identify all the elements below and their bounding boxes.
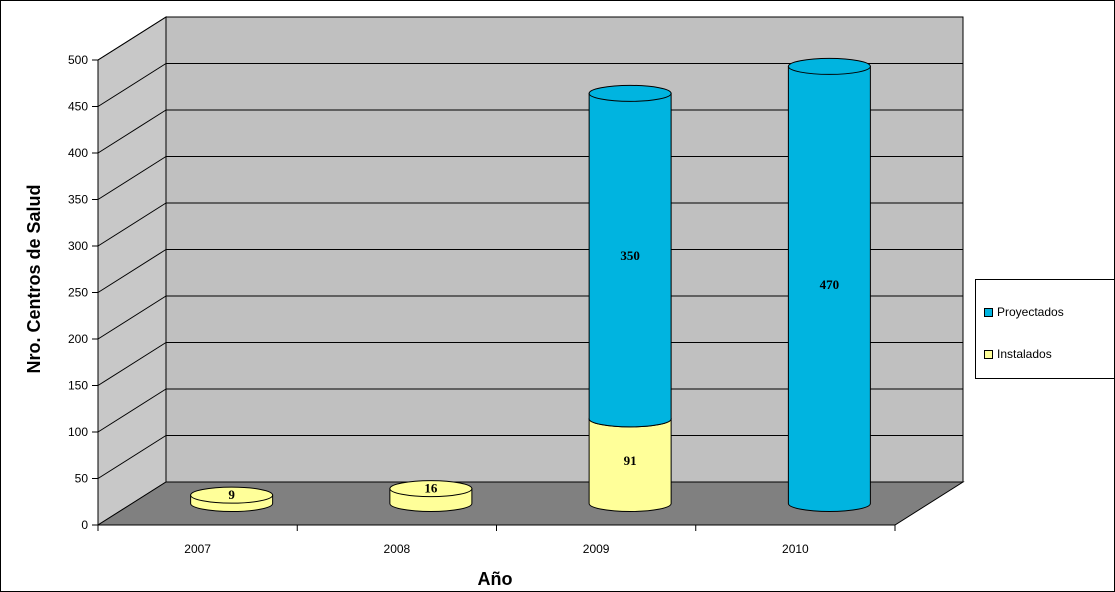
gridline-side: [97, 435, 167, 479]
y-axis: 0 50 100 150 200 250 300 350 400 450 500: [68, 53, 99, 532]
bar-top-instalados-2007: [190, 486, 274, 504]
bar-body-instalados-2009: [588, 418, 672, 512]
legend-item-instalados: Instalados: [984, 347, 1052, 361]
x-axis-title: Año: [478, 569, 513, 589]
legend-label-proyectados: Proyectados: [997, 305, 1064, 319]
bar-top-instalados-2008: [389, 480, 473, 498]
gridline-side: [97, 388, 167, 433]
data-label: 91: [624, 453, 637, 468]
y-tick-label: 250: [68, 286, 88, 300]
bar-proyectados-2009: [588, 84, 672, 428]
y-tick-label: 150: [68, 379, 88, 393]
gridline-side: [97, 249, 167, 293]
legend-item-proyectados: Proyectados: [984, 305, 1064, 319]
y-tick-label: 400: [68, 146, 88, 160]
data-label: 470: [820, 277, 840, 292]
y-axis-title: Nro. Centros de Salud: [24, 184, 44, 373]
gridline-side: [97, 202, 167, 247]
y-tick-label: 350: [68, 193, 88, 207]
bar-top-proyectados-2009: [588, 84, 672, 102]
gridline-side: [97, 109, 167, 154]
x-axis: 2007 2008 2009 2010: [97, 524, 896, 556]
y-tick-label: 0: [81, 518, 88, 532]
gridline-side: [97, 295, 167, 340]
bars: [190, 57, 871, 512]
legend-label-instalados: Instalados: [997, 347, 1052, 361]
legend-swatch-proyectados: [984, 307, 993, 317]
data-labels: 9 16 91 350 470: [228, 248, 839, 502]
legend-swatch-instalados: [984, 349, 993, 359]
data-label: 16: [424, 481, 438, 496]
bar-instalados-2008: [389, 480, 473, 512]
x-tick-label: 2008: [384, 542, 411, 556]
y-tick-label: 500: [68, 53, 88, 67]
gridline-side: [97, 16, 167, 61]
y-tick-label: 300: [68, 239, 88, 253]
bar-body-proyectados-2009: [588, 92, 672, 428]
legend: Proyectados Instalados: [975, 279, 1115, 379]
bar-top-proyectados-2010: [787, 57, 871, 75]
x-tick-label: 2009: [583, 542, 610, 556]
x-tick-label: 2007: [184, 542, 211, 556]
y-tick-label: 50: [75, 472, 89, 486]
data-label: 9: [228, 487, 235, 502]
bar-proyectados-2010: [787, 57, 871, 512]
gridline-side: [97, 156, 167, 200]
gridline-side: [97, 63, 167, 107]
bar-instalados-2007: [190, 486, 274, 512]
y-tick-label: 200: [68, 332, 88, 346]
x-tick-label: 2010: [782, 542, 809, 556]
y-tick-label: 100: [68, 425, 88, 439]
bar-body-proyectados-2010: [787, 65, 871, 512]
gridline-side: [97, 342, 167, 386]
y-tick-label: 450: [68, 100, 88, 114]
data-label: 350: [620, 248, 640, 263]
